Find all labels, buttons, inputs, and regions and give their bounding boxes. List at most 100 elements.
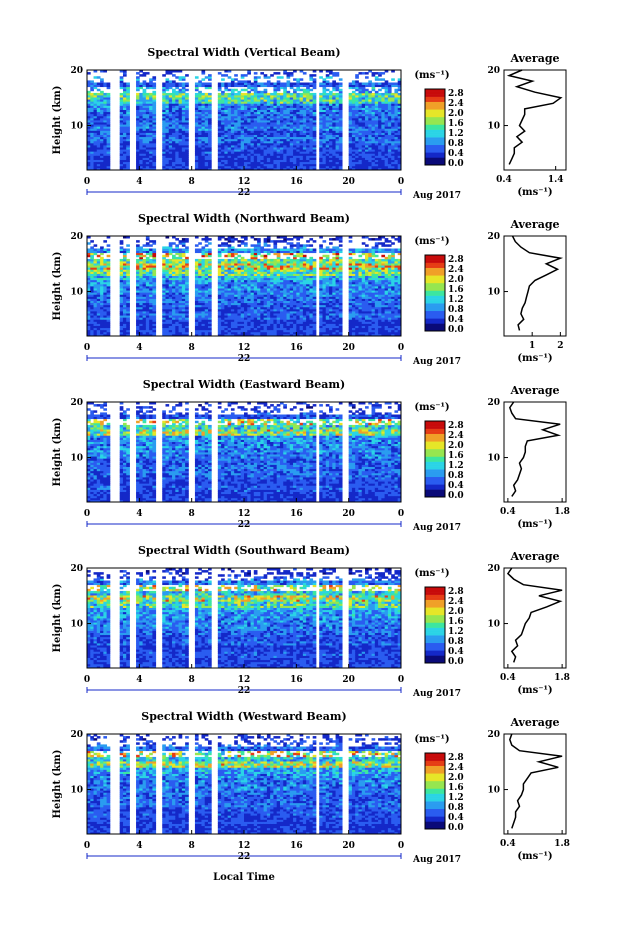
heatmap-cell: [329, 83, 333, 85]
heatmap-cell: [326, 80, 330, 82]
heatmap-cell: [146, 242, 150, 244]
heatmap-cell: [283, 83, 287, 85]
heatmap-cell: [375, 83, 379, 85]
heatmap-cell: [139, 83, 143, 85]
colorbar-step: [425, 99, 445, 102]
heatmap-cell: [260, 72, 264, 74]
heatmap-cell: [103, 259, 107, 261]
heatmap-cell: [355, 74, 359, 76]
heatmap-cell: [94, 244, 98, 246]
heatmap-cell: [378, 78, 382, 80]
heatmap-cell: [175, 76, 179, 78]
heatmap-cell: [244, 89, 248, 91]
heatmap-cell: [149, 244, 153, 246]
heatmap-cell: [234, 78, 238, 80]
heatmap-cell: [224, 93, 228, 95]
heatmap-cell: [313, 78, 317, 80]
heatmap-cell: [218, 83, 222, 85]
heatmap-cell: [277, 93, 281, 95]
heatmap-cell: [273, 83, 277, 85]
heatmap-cell: [97, 76, 101, 78]
heatmap-cell: [339, 89, 343, 91]
colorbar-step: [425, 117, 445, 120]
heatmap-cell: [260, 91, 264, 93]
heatmap-cell: [152, 249, 156, 251]
heatmap-cell: [332, 93, 336, 95]
heatmap-cell: [162, 74, 166, 76]
heatmap-cell: [143, 244, 147, 246]
heatmap-cell: [267, 93, 271, 95]
heatmap-cell: [326, 74, 330, 76]
colorbar-step: [425, 102, 445, 105]
heatmap-cell: [87, 80, 91, 82]
heatmap-cell: [152, 76, 156, 78]
heatmap-cell: [149, 93, 153, 95]
figure: Spectral Width (Vertical Beam)2010Height…: [0, 0, 620, 929]
colorbar-step: [425, 127, 445, 130]
heatmap-cell: [247, 91, 251, 93]
heatmap-cell: [365, 72, 369, 74]
heatmap-cell: [306, 83, 310, 85]
colorbar-tick-label: 1.2: [448, 129, 464, 139]
colorbar-tick-label: 0.0: [448, 159, 464, 169]
heatmap-cell: [87, 249, 91, 251]
y-axis-label: Height (km): [52, 86, 63, 155]
average-x-tick-label: 0.4: [496, 175, 512, 185]
heatmap-cell: [143, 249, 147, 251]
heatmap-cell: [149, 240, 153, 242]
heatmap-cell: [329, 76, 333, 78]
heatmap-cell: [166, 78, 170, 80]
heatmap-cell: [198, 80, 202, 82]
heatmap-cell: [336, 83, 340, 85]
heatmap-cell: [378, 83, 382, 85]
heatmap-cell: [231, 89, 235, 91]
heatmap-cell: [293, 83, 297, 85]
x-tick-label: 12: [238, 177, 251, 187]
colorbar-step: [425, 124, 445, 127]
colorbar-step: [425, 107, 445, 110]
heatmap-cell: [136, 244, 140, 246]
heatmap-cell: [103, 240, 107, 242]
heatmap-cell: [221, 74, 225, 76]
colorbar-tick-label: 2.0: [448, 109, 464, 119]
heatmap-cell: [90, 80, 94, 82]
heatmap-cell: [195, 93, 199, 95]
x-tick-label: 4: [136, 177, 142, 187]
colorbar-step: [425, 104, 445, 107]
heatmap-cell: [97, 259, 101, 261]
heatmap-cell: [309, 83, 313, 85]
heatmap-cell: [378, 89, 382, 91]
heatmap-cell: [139, 74, 143, 76]
heatmap-cell: [175, 83, 179, 85]
heatmap-cell: [107, 259, 111, 261]
heatmap-cell: [257, 76, 261, 78]
colorbar-step: [425, 109, 445, 112]
heatmap-cell: [280, 76, 284, 78]
heatmap-cell: [94, 76, 98, 78]
heatmap-cell: [179, 83, 183, 85]
heatmap-cell: [146, 93, 150, 95]
heatmap-cell: [231, 78, 235, 80]
heatmap-cell: [201, 93, 205, 95]
heatmap-cell: [290, 93, 294, 95]
heatmap-cell: [208, 93, 212, 95]
heatmap-cell: [264, 83, 268, 85]
heatmap-cell: [273, 72, 277, 74]
heatmap-cell: [185, 89, 189, 91]
heatmap-cell: [329, 91, 333, 93]
heatmap-cell: [228, 93, 232, 95]
heatmap-cell: [103, 83, 107, 85]
heatmap-cell: [234, 93, 238, 95]
heatmap-cell: [267, 76, 271, 78]
heatmap-cell: [358, 83, 362, 85]
heatmap-cell: [149, 78, 153, 80]
heatmap-cell: [381, 78, 385, 80]
colorbar-step: [425, 114, 445, 117]
heatmap-cell: [375, 76, 379, 78]
heatmap-cell: [162, 255, 166, 257]
heatmap-cell: [149, 249, 153, 251]
heatmap-cell: [313, 93, 317, 95]
average-y-tick-label: 10: [487, 122, 500, 132]
heatmap-cell: [120, 259, 124, 261]
heatmap-cell: [195, 83, 199, 85]
